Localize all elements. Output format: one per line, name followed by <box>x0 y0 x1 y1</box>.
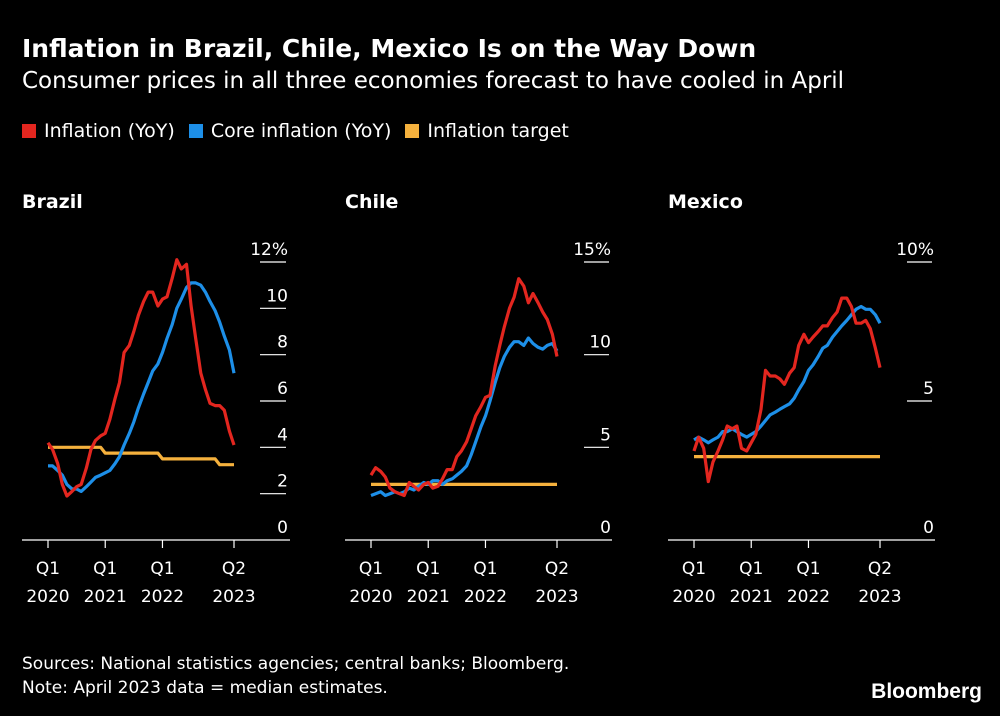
legend-item-inflation-target: Inflation target <box>405 120 569 142</box>
chart-subtitle: Consumer prices in all three economies f… <box>22 68 845 94</box>
mexico-inflation-line <box>692 296 882 484</box>
chile-xtick-year: 2020 <box>349 587 392 607</box>
brazil-target-line <box>48 445 234 467</box>
legend-label-core-inflation: Core inflation (YoY) <box>210 120 392 142</box>
mexico-panel-title: Mexico <box>668 191 743 213</box>
chile-ytick-label: 10 <box>589 333 611 353</box>
chile-ytick-label: 15% <box>573 240 611 260</box>
brazil-xtick-label: Q2 <box>222 559 246 579</box>
chile-xtick-label: Q1 <box>359 559 383 579</box>
brazil-ytick-label: 0 <box>277 518 288 538</box>
legend-label-inflation-target: Inflation target <box>427 120 569 142</box>
mexico-xtick-label: Q1 <box>739 559 763 579</box>
chile-xtick-year: 2023 <box>535 587 578 607</box>
chile-panel-title: Chile <box>345 191 398 213</box>
chile-xtick-year: 2021 <box>407 587 450 607</box>
mexico-xtick-label: Q2 <box>868 559 892 579</box>
mexico-xtick-year: 2022 <box>787 587 830 607</box>
legend-swatch-core-inflation <box>188 124 203 138</box>
mexico-ytick-label: 10% <box>896 240 934 260</box>
chile-xtick-label: Q2 <box>545 559 569 579</box>
brazil-xtick-label: Q1 <box>36 559 60 579</box>
chile-core-line <box>370 336 559 498</box>
brazil-xtick-year: 2022 <box>141 587 184 607</box>
brazil-xtick-year: 2023 <box>212 587 255 607</box>
brazil-xtick-year: 2020 <box>26 587 69 607</box>
brazil-panel-title: Brazil <box>22 191 83 213</box>
brazil-xtick-label: Q1 <box>150 559 174 579</box>
brazil-xtick-year: 2021 <box>84 587 127 607</box>
chile-xtick-label: Q1 <box>416 559 440 579</box>
brazil-ytick-label: 4 <box>277 425 288 445</box>
chile-xtick-year: 2022 <box>464 587 507 607</box>
chile-xtick-label: Q1 <box>473 559 497 579</box>
brazil-ytick-label: 6 <box>277 379 288 399</box>
legend-swatch-inflation <box>22 124 36 138</box>
chile-ytick-label: 0 <box>600 518 611 538</box>
charts-area: Brazil 0 2 4 6 8 10 12% Q1 2020 Q1 2021 Q1 2022 Q2 2023… <box>22 191 935 607</box>
legend-swatch-inflation-target <box>405 124 420 138</box>
footer: Sources: National statistics agencies; c… <box>22 652 569 700</box>
brazil-core-line <box>48 281 236 493</box>
brazil-inflation-line <box>46 258 236 498</box>
brazil-ytick-label: 12% <box>250 240 288 260</box>
mexico-xtick-label: Q1 <box>682 559 706 579</box>
mexico-ytick-label: 5 <box>923 379 934 399</box>
legend-item-core-inflation: Core inflation (YoY) <box>188 120 392 142</box>
brazil-ytick-label: 2 <box>277 472 288 492</box>
mexico-xtick-year: 2021 <box>730 587 773 607</box>
bloomberg-logo: Bloomberg <box>871 680 982 703</box>
brazil-xtick-label: Q1 <box>93 559 117 579</box>
chile-ytick-label: 5 <box>600 425 611 445</box>
legend-item-inflation: Inflation (YoY) <box>22 120 175 142</box>
chart-title: Inflation in Brazil, Chile, Mexico Is on… <box>22 34 757 63</box>
brazil-ytick-label: 8 <box>277 333 288 353</box>
data-note: Note: April 2023 data = median estimates… <box>22 678 388 698</box>
mexico-core-line <box>693 304 882 445</box>
brazil-ytick-label: 10 <box>266 286 288 306</box>
legend: Inflation (YoY) Core inflation (YoY) Inf… <box>22 120 583 142</box>
mexico-ytick-label: 0 <box>923 518 934 538</box>
sources-note: Sources: National statistics agencies; c… <box>22 654 570 674</box>
chile-inflation-line <box>369 277 559 498</box>
mexico-xtick-label: Q1 <box>796 559 820 579</box>
legend-label-inflation: Inflation (YoY) <box>44 120 175 142</box>
mexico-xtick-year: 2023 <box>858 587 901 607</box>
mexico-xtick-year: 2020 <box>672 587 715 607</box>
